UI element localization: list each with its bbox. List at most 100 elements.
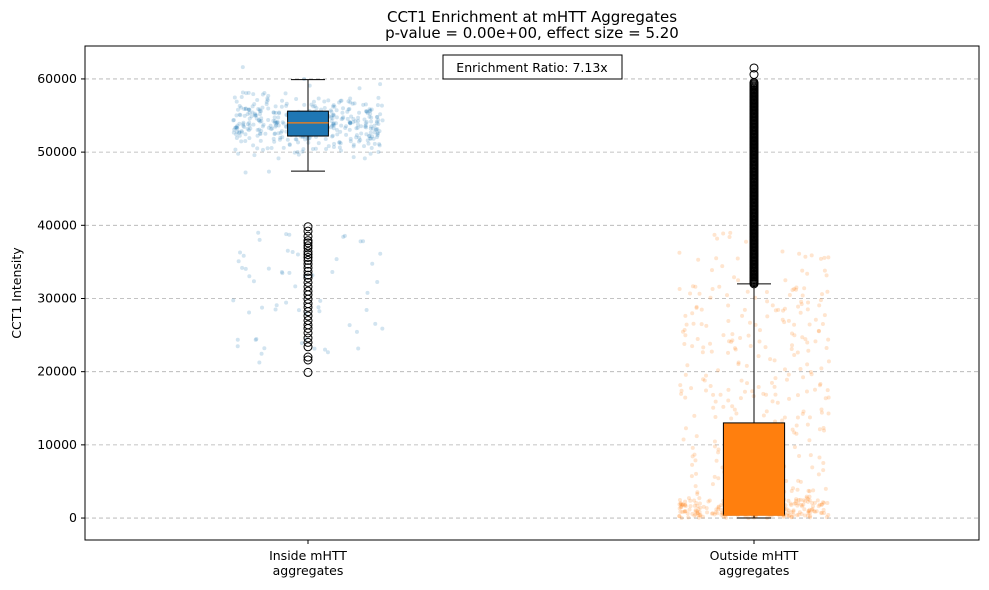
scatter-point — [819, 410, 824, 415]
scatter-point — [705, 510, 710, 515]
scatter-point — [312, 103, 317, 108]
outlier-point — [303, 328, 313, 338]
scatter-point — [819, 502, 824, 507]
scatter-point — [736, 278, 741, 283]
scatter-point — [679, 391, 684, 396]
scatter-point — [704, 388, 709, 393]
scatter-point — [258, 131, 263, 136]
scatter-point — [272, 131, 277, 136]
outlier-point — [303, 352, 313, 362]
scatter-point — [348, 96, 353, 101]
scatter-point — [688, 504, 693, 509]
scatter-point — [256, 118, 261, 123]
scatter-point — [727, 235, 732, 240]
scatter-point — [329, 109, 334, 114]
scatter-point — [712, 474, 717, 479]
scatter-point — [339, 123, 344, 128]
scatter-point — [313, 146, 318, 151]
scatter-point — [787, 396, 792, 401]
scatter-point — [824, 345, 829, 350]
scatter-point — [348, 121, 353, 126]
scatter-point — [247, 110, 252, 115]
scatter-point — [697, 510, 702, 515]
scatter-point — [234, 132, 239, 137]
outlier-point — [303, 273, 313, 283]
scatter-point — [331, 113, 336, 118]
scatter-point — [797, 510, 802, 515]
scatter-point — [251, 92, 256, 97]
scatter-point — [247, 310, 252, 315]
scatter-point — [689, 386, 694, 391]
scatter-point — [678, 509, 683, 514]
scatter-point — [276, 123, 281, 128]
scatter-point — [265, 97, 270, 102]
scatter-point — [801, 375, 806, 380]
scatter-point — [237, 130, 242, 135]
scatter-point — [782, 306, 787, 311]
scatter-point — [753, 322, 758, 327]
scatter-point — [784, 478, 789, 483]
scatter-point — [826, 395, 831, 400]
scatter-point — [333, 121, 338, 126]
scatter-point — [679, 388, 684, 393]
scatter-point — [272, 120, 277, 125]
scatter-point — [744, 363, 749, 368]
scatter-point — [281, 145, 286, 150]
scatter-point — [683, 313, 688, 318]
outlier-point — [303, 250, 313, 260]
scatter-point — [792, 322, 797, 327]
scatter-point — [765, 314, 770, 319]
scatter-point — [789, 510, 794, 515]
scatter-point — [302, 102, 307, 107]
scatter-point — [260, 124, 265, 129]
scatter-point — [334, 115, 339, 120]
scatter-point — [799, 511, 804, 516]
scatter-point — [259, 109, 264, 114]
scatter-point — [363, 123, 368, 128]
scatter-point — [331, 122, 336, 127]
scatter-point — [794, 285, 799, 290]
scatter-point — [809, 500, 814, 505]
scatter-point — [708, 295, 713, 300]
scatter-point — [781, 308, 786, 313]
scatter-point — [279, 129, 284, 134]
scatter-point — [335, 132, 340, 137]
scatter-point — [732, 346, 737, 351]
scatter-point — [823, 396, 828, 401]
chart-subtitle: p-value = 0.00e+00, effect size = 5.20 — [385, 24, 679, 42]
scatter-point — [704, 323, 709, 328]
scatter-point — [260, 105, 265, 110]
scatter-point — [253, 337, 258, 342]
scatter-point — [695, 511, 700, 516]
scatter-point — [786, 508, 791, 513]
scatter-point — [255, 146, 260, 151]
scatter-point — [299, 341, 304, 346]
scatter-point — [378, 251, 383, 256]
scatter-point — [377, 143, 382, 148]
scatter-point — [683, 499, 688, 504]
scatter-point — [822, 500, 827, 505]
scatter-point — [378, 82, 383, 87]
scatter-point — [677, 250, 682, 255]
scatter-point — [322, 99, 327, 104]
scatter-point — [363, 121, 368, 126]
scatter-point — [358, 138, 363, 143]
scatter-point — [354, 135, 359, 140]
scatter-point — [693, 284, 698, 289]
scatter-point — [328, 108, 333, 113]
scatter-point — [798, 497, 803, 502]
scatter-point — [369, 145, 374, 150]
scatter-point — [356, 118, 361, 123]
scatter-point — [260, 305, 265, 310]
scatter-point — [266, 93, 271, 98]
scatter-point — [712, 232, 717, 237]
scatter-point — [795, 415, 800, 420]
scatter-point — [241, 123, 246, 128]
scatter-point — [331, 103, 336, 108]
scatter-point — [237, 130, 242, 135]
outlier-point — [303, 342, 313, 352]
scatter-point — [354, 133, 359, 138]
scatter-point — [826, 255, 831, 260]
scatter-point — [698, 513, 703, 518]
scatter-point — [826, 337, 831, 342]
